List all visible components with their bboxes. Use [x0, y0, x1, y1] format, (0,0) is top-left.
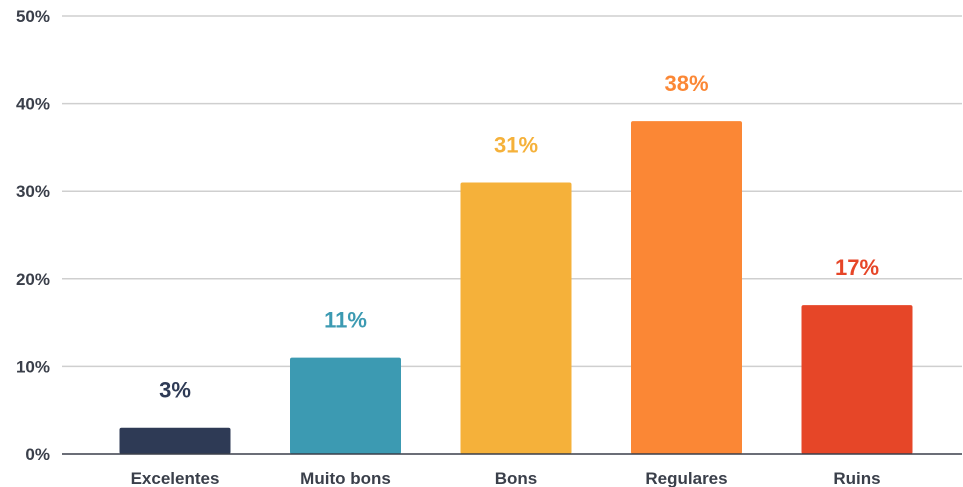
x-category-label: Muito bons — [300, 469, 391, 487]
y-tick-label: 50% — [16, 7, 50, 26]
bar-muito-bons — [290, 357, 401, 454]
y-tick-label: 30% — [16, 182, 50, 201]
x-category-label: Bons — [495, 469, 538, 487]
x-category-label: Regulares — [645, 469, 727, 487]
bars — [119, 121, 913, 455]
data-label: 3% — [159, 378, 191, 403]
bar-regulares — [631, 121, 742, 455]
data-label: 11% — [324, 308, 367, 333]
bar-bons — [460, 182, 572, 454]
y-tick-label: 40% — [16, 95, 50, 114]
x-category-label: Ruins — [833, 469, 880, 487]
bar-ruins — [801, 305, 913, 454]
bar-excelentes — [119, 427, 231, 454]
y-axis-tick-labels: 0% 10% 20% 30% 40% 50% — [16, 7, 50, 464]
x-axis-category-labels: Excelentes Muito bons Bons Regulares Ruins — [131, 469, 881, 487]
y-tick-label: 10% — [16, 357, 50, 376]
data-label: 38% — [664, 71, 708, 96]
x-category-label: Excelentes — [131, 469, 220, 487]
y-tick-label: 20% — [16, 270, 50, 289]
data-label: 31% — [494, 132, 538, 157]
data-labels: 3% 11% 31% 38% 17% — [159, 71, 879, 403]
data-label: 17% — [835, 255, 879, 280]
y-tick-label: 0% — [25, 445, 50, 464]
